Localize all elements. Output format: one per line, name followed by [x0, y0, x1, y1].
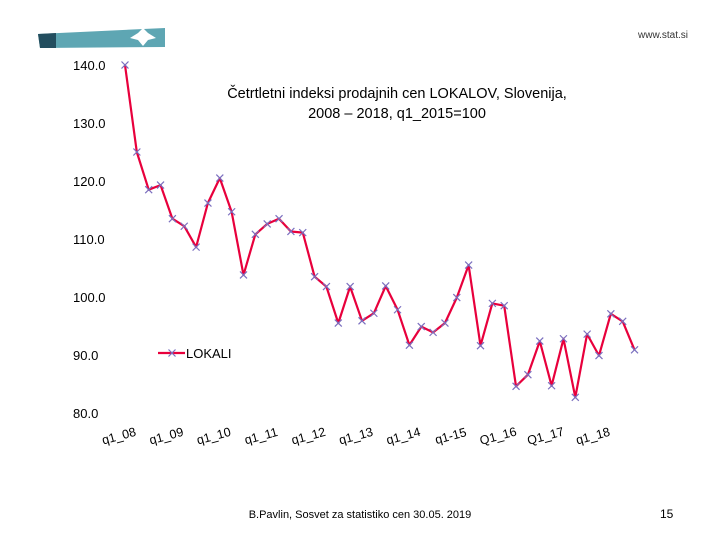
data-point-marker	[358, 316, 366, 325]
data-point-marker	[298, 228, 307, 237]
x-tick-label: q1_11	[243, 425, 279, 447]
data-point-marker	[452, 293, 461, 302]
data-point-marker	[535, 337, 544, 346]
data-point-marker	[547, 381, 556, 390]
x-tick-label: Q1_17	[526, 425, 566, 448]
x-tick-label: q1_14	[385, 425, 422, 448]
chart-title-line1: Četrtletni indeksi prodajnih cen LOKALOV…	[227, 85, 567, 102]
legend: LOKALI	[158, 346, 232, 361]
data-point-marker	[204, 199, 212, 207]
series-markers	[121, 61, 639, 402]
data-point-marker	[429, 328, 438, 337]
data-point-marker	[464, 261, 473, 270]
data-point-marker	[606, 309, 615, 318]
data-point-marker	[322, 282, 331, 291]
data-point-marker	[571, 393, 580, 402]
data-point-marker	[441, 319, 449, 328]
data-point-marker	[476, 341, 485, 350]
logo-teal-band	[38, 28, 165, 48]
x-tick-label: q1_12	[290, 425, 327, 448]
y-tick-label: 100.0	[73, 290, 106, 305]
legend-marker-icon	[168, 349, 176, 357]
chart-title-line2: 2008 – 2018, q1_2015=100	[308, 106, 486, 122]
data-point-marker	[334, 319, 343, 328]
data-point-marker	[630, 345, 639, 354]
y-tick-label: 140.0	[73, 58, 106, 73]
y-tick-label: 110.0	[73, 232, 105, 247]
data-point-marker	[405, 341, 414, 350]
data-point-marker	[488, 299, 497, 308]
x-tick-label: q1-15	[434, 425, 469, 447]
data-point-marker	[156, 181, 165, 189]
data-point-marker	[263, 219, 272, 228]
data-point-marker	[192, 243, 201, 252]
page-number: 15	[660, 507, 674, 521]
data-point-marker	[393, 305, 402, 314]
data-point-marker	[132, 148, 141, 156]
data-point-marker	[121, 61, 129, 69]
data-point-marker	[144, 185, 153, 194]
data-point-marker	[227, 207, 236, 216]
data-point-marker	[523, 370, 532, 379]
x-tick-label: q1_08	[100, 425, 137, 448]
x-axis-ticks: q1_08 q1_09 q1_10 q1_11 q1_12 q1_13 q1_14 q1-15…	[100, 425, 611, 448]
data-point-marker	[251, 230, 260, 239]
x-tick-label: q1_09	[148, 425, 185, 448]
data-point-marker	[286, 227, 295, 236]
x-tick-label: q1_18	[574, 425, 611, 448]
data-point-marker	[381, 282, 390, 290]
data-point-marker	[559, 334, 568, 343]
data-point-marker	[500, 301, 509, 310]
data-point-marker	[583, 330, 592, 339]
data-point-marker	[215, 174, 224, 183]
data-point-marker	[346, 282, 355, 291]
data-point-marker	[618, 317, 627, 326]
y-tick-label: 90.0	[73, 348, 98, 363]
data-point-marker	[239, 271, 248, 279]
data-point-marker	[168, 214, 177, 223]
data-point-marker	[417, 322, 426, 331]
y-axis-ticks: 140.0 130.0 120.0 110.0 100.0 90.0 80.0	[73, 58, 106, 421]
data-point-marker	[275, 214, 283, 223]
data-point-marker	[310, 272, 319, 281]
x-tick-label: q1_13	[337, 425, 374, 448]
data-point-marker	[595, 351, 603, 360]
y-tick-label: 80.0	[73, 406, 98, 421]
data-point-marker	[512, 382, 520, 391]
site-url[interactable]: www.stat.si	[638, 30, 689, 41]
logo-star-mark	[130, 28, 156, 46]
x-tick-label: Q1_16	[478, 425, 518, 448]
footer-credit: B.Pavlin, Sosvet za statistiko cen 30.05…	[248, 509, 472, 521]
legend-label: LOKALI	[186, 346, 232, 361]
y-tick-label: 120.0	[73, 174, 106, 189]
data-point-marker	[369, 309, 378, 318]
logo-dark-tab	[38, 33, 56, 48]
data-point-marker	[180, 222, 189, 231]
series-line-lokali	[123, 64, 636, 399]
y-tick-label: 130.0	[73, 116, 106, 131]
stat-logo	[38, 28, 165, 48]
x-tick-label: q1_10	[195, 425, 232, 448]
